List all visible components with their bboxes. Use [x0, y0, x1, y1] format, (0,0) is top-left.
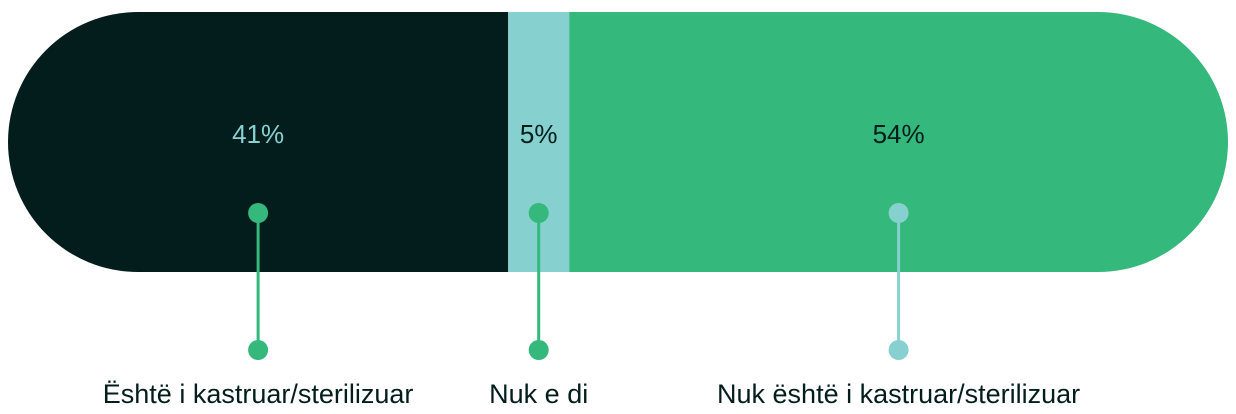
leader-dot [888, 340, 909, 360]
leader-dot [888, 203, 909, 223]
bar-group [8, 12, 1228, 272]
legend-label: Nuk është i kastruar/sterilizuar [717, 379, 1080, 409]
leader-dot [248, 203, 269, 223]
data-label: 54% [873, 119, 925, 149]
legend-label: Është i kastruar/sterilizuar [103, 379, 414, 409]
data-label: 5% [520, 119, 558, 149]
data-label: 41% [232, 119, 284, 149]
leader-dot [248, 340, 269, 360]
leader-dot [528, 203, 549, 223]
legend-label: Nuk e di [489, 379, 588, 409]
leader-dot [528, 340, 549, 360]
